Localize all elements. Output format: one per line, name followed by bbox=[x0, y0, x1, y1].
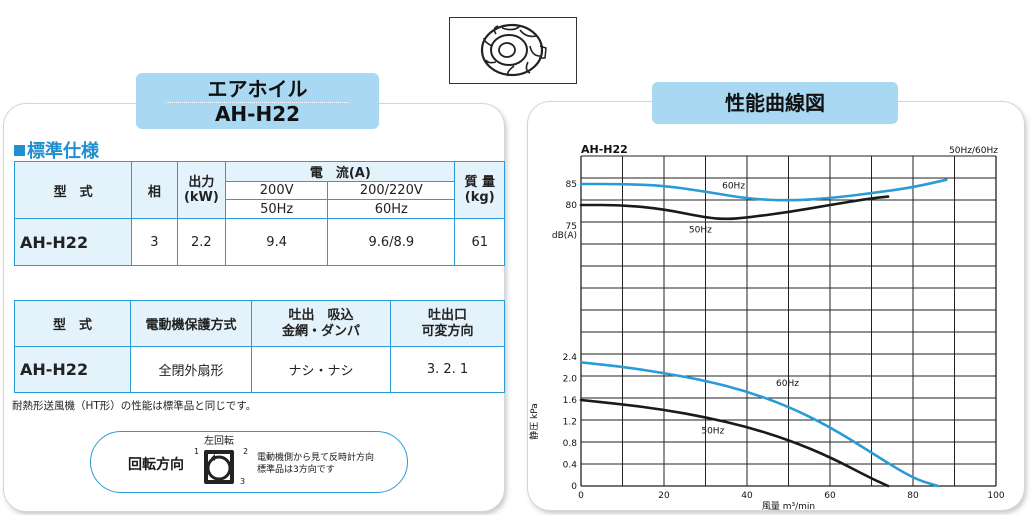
x-tick-label: 0 bbox=[578, 491, 584, 501]
rotation-label: 回転方向 bbox=[128, 457, 184, 473]
pressure-label-50hz: 50Hz bbox=[701, 426, 724, 436]
th-50hz: 50Hz bbox=[225, 199, 329, 219]
pressure-tick-label: 2.0 bbox=[563, 375, 578, 385]
noise-curve-50hz bbox=[579, 195, 890, 221]
chart-subtitle: 50Hz/60Hz bbox=[949, 146, 998, 156]
cell2-protection: 全閉外扇形 bbox=[130, 346, 252, 393]
th-60hz: 60Hz bbox=[327, 199, 456, 219]
product-model: AH-H22 bbox=[214, 102, 301, 126]
pressure-curve-50hz bbox=[579, 398, 890, 488]
x-tick-label: 100 bbox=[987, 491, 1004, 501]
heat-resistant-note: 耐熱形送風機（HT形）の性能は標準品と同じです。 bbox=[12, 400, 257, 412]
cell-mass: 61 bbox=[454, 218, 505, 266]
table-row: AH-H22 全閉外扇形 ナシ・ナシ 3. 2. 1 bbox=[14, 346, 505, 393]
spec-table-electrical: 型 式 相 出力 (kW) 電 流(A) 質 量 (kg) 200V 200/220… bbox=[13, 161, 505, 266]
th2-protection: 電動機保護方式 bbox=[130, 300, 252, 347]
rotation-num-1: 1 bbox=[194, 447, 200, 456]
noise-label-60hz: 60Hz bbox=[722, 182, 745, 192]
x-tick-label: 80 bbox=[907, 491, 919, 501]
th-current: 電 流(A) bbox=[225, 161, 456, 182]
spec-heading: 標準仕様 bbox=[14, 137, 99, 163]
noise-label-50hz: 50Hz bbox=[689, 225, 712, 235]
spec-table-protection: 型 式 電動機保護方式 吐出 吸込 金網・ダンパ 吐出口 可変方向 AH-H22 全… bbox=[14, 300, 505, 393]
cell2-model: AH-H22 bbox=[14, 346, 131, 393]
x-tick-label: 40 bbox=[741, 491, 753, 501]
cell-current-50: 9.4 bbox=[225, 218, 329, 266]
th-output: 出力 (kW) bbox=[176, 161, 227, 219]
pressure-tick-label: 0 bbox=[571, 482, 577, 492]
noise-axis-label: dB(A) bbox=[552, 231, 577, 241]
cell2-outlet: 3. 2. 1 bbox=[390, 346, 505, 393]
noise-tick-label: 85 bbox=[566, 180, 577, 190]
th-model: 型 式 bbox=[13, 161, 133, 219]
pressure-tick-label: 0.8 bbox=[563, 439, 578, 449]
th-200v: 200V bbox=[225, 181, 329, 200]
rotation-box bbox=[90, 431, 408, 493]
rotation-arrow-icon bbox=[204, 450, 234, 484]
table-row: AH-H22 3 2.2 9.4 9.6/8.9 61 bbox=[13, 218, 505, 266]
chart-title-tab: 性能曲線図 bbox=[652, 82, 898, 124]
title-divider bbox=[166, 102, 349, 103]
rotation-num-3: 3 bbox=[240, 477, 246, 486]
cell-current-60: 9.6/8.9 bbox=[327, 218, 456, 266]
product-title-tab: エアホイル AH-H22 bbox=[136, 73, 379, 129]
spec-heading-text: 標準仕様 bbox=[27, 141, 99, 162]
product-name: エアホイル bbox=[207, 77, 308, 101]
fan-thumbnail bbox=[449, 17, 577, 84]
pressure-curve-60hz bbox=[579, 361, 940, 488]
heading-square-icon bbox=[14, 145, 25, 156]
pressure-tick-label: 1.6 bbox=[563, 396, 578, 406]
th2-model: 型 式 bbox=[14, 300, 131, 347]
pressure-tick-label: 2.4 bbox=[563, 353, 578, 363]
x-tick-label: 20 bbox=[658, 491, 670, 501]
fan-wheel-icon bbox=[480, 23, 547, 77]
noise-curve-60hz bbox=[579, 178, 948, 202]
rotation-desc-2: 標準品は3方向です bbox=[257, 465, 335, 475]
x-tick-label: 60 bbox=[824, 491, 836, 501]
th2-damper: 吐出 吸込 金網・ダンパ bbox=[251, 300, 391, 347]
pressure-tick-label: 0.4 bbox=[563, 461, 578, 471]
pressure-axis-label: 静圧 kPa bbox=[528, 403, 540, 440]
th-phase: 相 bbox=[131, 161, 178, 219]
noise-tick-label: 75 bbox=[566, 222, 577, 232]
cell-model: AH-H22 bbox=[13, 218, 133, 266]
th-200-220v: 200/220V bbox=[327, 181, 456, 200]
rotation-direction: 左回転 bbox=[204, 436, 234, 447]
rotation-num-2: 2 bbox=[243, 447, 249, 456]
cell-phase: 3 bbox=[131, 218, 178, 266]
cell2-damper: ナシ・ナシ bbox=[251, 346, 391, 393]
cell-output: 2.2 bbox=[176, 218, 227, 266]
noise-tick-label: 80 bbox=[566, 201, 578, 211]
chart-title: AH-H22 bbox=[581, 143, 628, 156]
rotation-desc-1: 電動機側から見て反時計方向 bbox=[257, 453, 375, 463]
th2-outlet: 吐出口 可変方向 bbox=[390, 300, 505, 347]
pressure-label-60hz: 60Hz bbox=[776, 379, 799, 389]
pressure-tick-label: 1.2 bbox=[563, 418, 577, 428]
th-mass: 質 量 (kg) bbox=[454, 161, 505, 219]
x-axis-label: 風量 m³/min bbox=[762, 501, 815, 512]
